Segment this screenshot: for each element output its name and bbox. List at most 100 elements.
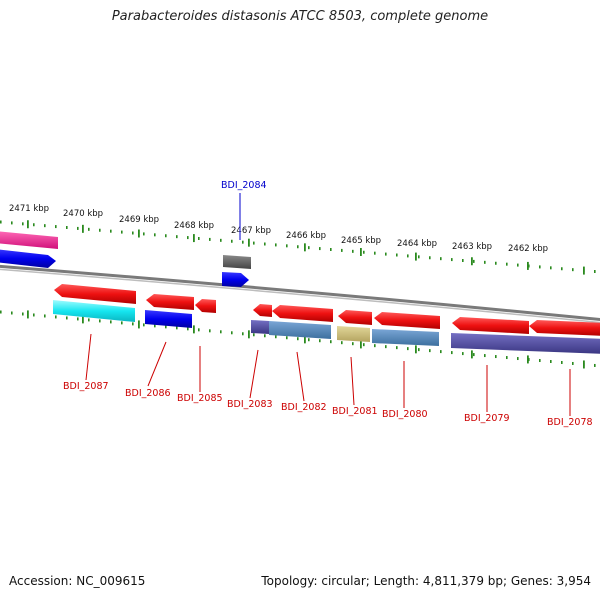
minor-tick (110, 229, 112, 233)
minor-tick (374, 344, 376, 348)
category-box (251, 320, 269, 334)
minor-tick (539, 359, 541, 363)
minor-tick (363, 343, 365, 347)
minor-tick (396, 346, 398, 350)
minor-tick (22, 312, 24, 316)
major-tick (527, 261, 529, 270)
gene-label[interactable]: BDI_2083 (227, 399, 273, 410)
gene-arrow-BDI_2081 (338, 310, 372, 325)
minor-tick (330, 340, 332, 344)
leader-line (249, 349, 259, 399)
gene-label[interactable]: BDI_2079 (464, 413, 510, 424)
gene-label[interactable]: BDI_2085 (177, 393, 223, 404)
major-tick (360, 248, 362, 256)
minor-tick (11, 221, 13, 225)
major-tick (304, 335, 306, 344)
scale-labels: 2471 kbp 2470 kbp 2469 kbp 2468 kbp 2467… (9, 204, 548, 254)
gene-arrow-BDI_2087 (54, 284, 136, 304)
minor-tick (132, 322, 134, 326)
minor-tick (572, 361, 574, 365)
major-tick (415, 252, 417, 261)
gene-label[interactable]: BDI_2086 (125, 388, 171, 399)
minor-tick (341, 341, 343, 345)
major-tick (248, 238, 250, 247)
minor-tick (374, 251, 376, 255)
minor-tick (286, 244, 288, 248)
category-box (53, 300, 135, 322)
minor-tick (253, 241, 255, 245)
category-box (337, 326, 370, 342)
gene-arrow (0, 249, 56, 268)
minor-tick (77, 317, 79, 321)
minor-tick (385, 345, 387, 349)
minor-tick (572, 268, 574, 272)
minor-tick (484, 260, 486, 264)
leader-lines (85, 193, 571, 416)
gene-label[interactable]: BDI_2087 (63, 381, 109, 392)
minor-tick (165, 234, 167, 238)
major-tick (471, 257, 473, 266)
major-tick (82, 315, 84, 324)
minor-tick (231, 331, 233, 335)
minor-tick (242, 332, 244, 336)
category-box (451, 333, 600, 354)
minor-tick (495, 261, 497, 265)
major-tick (138, 229, 140, 238)
minor-tick (176, 326, 178, 330)
category-box (145, 310, 192, 328)
gene-label[interactable]: BDI_2084 (221, 180, 267, 191)
minor-tick (209, 329, 211, 333)
scale-label: 2465 kbp (341, 236, 381, 246)
gene-label[interactable]: BDI_2078 (547, 417, 593, 428)
minor-tick (341, 248, 343, 252)
scale-label: 2467 kbp (231, 226, 271, 236)
minor-tick (506, 262, 508, 266)
gene-label[interactable]: BDI_2081 (332, 406, 378, 417)
major-tick (248, 330, 250, 339)
minor-tick (363, 250, 365, 254)
tick-track-upper (0, 220, 596, 275)
minor-tick (550, 266, 552, 270)
minor-tick (55, 225, 57, 229)
gene-arrow-BDI_2082 (272, 305, 333, 322)
minor-tick (429, 256, 431, 260)
major-tick (415, 345, 417, 354)
scale-label: 2469 kbp (119, 215, 159, 225)
minor-tick (297, 245, 299, 249)
map-title: Parabacteroides distasonis ATCC 8503, co… (111, 9, 489, 24)
minor-tick (88, 227, 90, 231)
minor-tick (539, 265, 541, 269)
minor-tick (297, 337, 299, 341)
minor-tick (550, 360, 552, 363)
genome-summary-text: Topology: circular; Length: 4,811,379 bp… (261, 574, 591, 588)
gene-arrow-BDI_2086 (146, 294, 194, 310)
gene-label[interactable]: BDI_2080 (382, 409, 428, 420)
scale-label: 2462 kbp (508, 244, 548, 254)
minor-tick (66, 316, 68, 320)
scale-label: 2463 kbp (452, 242, 492, 252)
minor-tick (495, 355, 497, 359)
major-tick (583, 360, 585, 369)
minor-tick (473, 353, 475, 357)
minor-tick (308, 338, 310, 342)
minor-tick (198, 237, 200, 240)
minor-tick (44, 314, 46, 318)
minor-tick (352, 342, 354, 346)
minor-tick (385, 252, 387, 256)
accession-text: Accession: NC_009615 (9, 574, 146, 588)
gene-arrow-BDI_2083 (253, 304, 272, 317)
minor-tick (440, 257, 442, 261)
minor-tick (506, 356, 508, 360)
minor-tick (143, 323, 145, 327)
minor-tick (473, 259, 475, 263)
minor-tick (99, 319, 101, 323)
leader-line (296, 351, 305, 402)
genome-backbone (0, 264, 600, 322)
category-box (269, 321, 331, 339)
minor-tick (418, 348, 420, 352)
minor-tick (231, 239, 233, 243)
gene-label[interactable]: BDI_2082 (281, 402, 327, 413)
minor-tick (66, 226, 68, 229)
minor-tick (33, 223, 35, 227)
